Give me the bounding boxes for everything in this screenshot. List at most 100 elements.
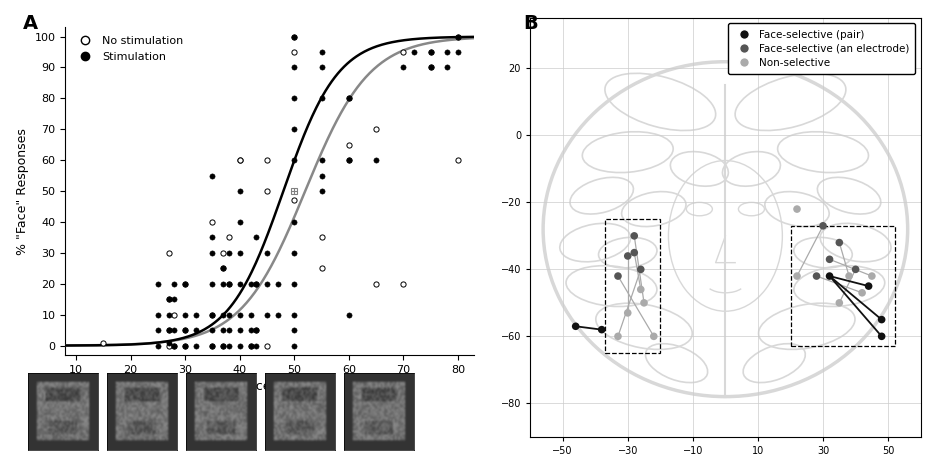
Point (166, 342, 181, 349)
Point (286, 327, 301, 334)
Point (232, 327, 247, 334)
Point (232, 218, 247, 226)
Point (221, 327, 236, 334)
Point (248, 280, 263, 288)
Point (271, 311, 286, 318)
Point (314, 172, 329, 179)
Point (205, 172, 219, 179)
Point (259, 249, 274, 257)
Point (221, 311, 236, 318)
Point (166, 296, 181, 303)
Point (161, 342, 176, 349)
Point (221, 342, 236, 349)
Point (221, 280, 236, 288)
Point (161, 339, 176, 346)
Point (161, 327, 176, 334)
Point (161, 311, 176, 318)
Point (874, 316, 889, 323)
Point (151, 311, 166, 318)
Point (248, 327, 263, 334)
Point (790, 273, 804, 280)
Point (189, 327, 204, 334)
Legend: No stimulation, Stimulation: No stimulation, Stimulation (71, 33, 186, 65)
Point (620, 253, 635, 260)
Point (848, 266, 863, 273)
Point (161, 327, 176, 334)
Point (610, 333, 625, 340)
Point (232, 342, 247, 349)
Point (396, 48, 411, 56)
Point (243, 342, 258, 349)
Point (286, 126, 301, 133)
Point (636, 299, 651, 307)
Point (243, 280, 258, 288)
Point (396, 280, 411, 288)
Point (178, 280, 193, 288)
Point (96, 339, 111, 346)
Point (248, 234, 263, 241)
Point (151, 280, 166, 288)
Point (341, 157, 356, 164)
Point (151, 327, 166, 334)
Point (341, 95, 356, 102)
Point (178, 280, 193, 288)
Point (232, 249, 247, 257)
Point (423, 48, 438, 56)
Point (822, 273, 837, 280)
Point (259, 187, 274, 195)
Point (874, 333, 889, 340)
Point (314, 64, 329, 71)
Point (627, 232, 642, 239)
Point (822, 256, 837, 263)
Point (450, 157, 465, 164)
X-axis label: % Face Signal: % Face Signal (226, 380, 313, 393)
Point (341, 311, 356, 318)
Point (633, 266, 648, 273)
Point (314, 48, 329, 56)
Point (341, 141, 356, 148)
Point (205, 249, 219, 257)
Point (286, 187, 301, 195)
Point (243, 311, 258, 318)
Point (286, 157, 301, 164)
Point (450, 33, 465, 40)
Point (627, 249, 642, 256)
Point (243, 327, 258, 334)
Point (314, 234, 329, 241)
Point (864, 273, 879, 280)
Point (221, 249, 236, 257)
Point (440, 48, 455, 56)
Point (831, 239, 846, 246)
Point (286, 48, 301, 56)
Point (189, 311, 204, 318)
Legend: Face-selective (pair), Face-selective (an electrode), Non-selective: Face-selective (pair), Face-selective (a… (727, 23, 915, 74)
Point (816, 222, 830, 229)
Point (286, 197, 301, 204)
Point (232, 157, 247, 164)
Point (205, 342, 219, 349)
Point (221, 234, 236, 241)
Point (314, 95, 329, 102)
Point (205, 342, 219, 349)
Point (633, 286, 648, 293)
Point (423, 64, 438, 71)
Point (221, 280, 236, 288)
Point (368, 280, 383, 288)
Point (232, 187, 247, 195)
Point (216, 265, 231, 272)
Point (205, 280, 219, 288)
Point (842, 273, 857, 280)
Point (440, 64, 455, 71)
Point (646, 333, 661, 340)
Point (620, 309, 635, 317)
Point (423, 64, 438, 71)
Point (216, 265, 231, 272)
Point (855, 289, 870, 297)
Point (396, 64, 411, 71)
Point (205, 218, 219, 226)
Point (406, 48, 421, 56)
Point (248, 280, 263, 288)
Point (286, 342, 301, 349)
Text: B: B (524, 14, 538, 33)
Bar (790, 226, 895, 346)
